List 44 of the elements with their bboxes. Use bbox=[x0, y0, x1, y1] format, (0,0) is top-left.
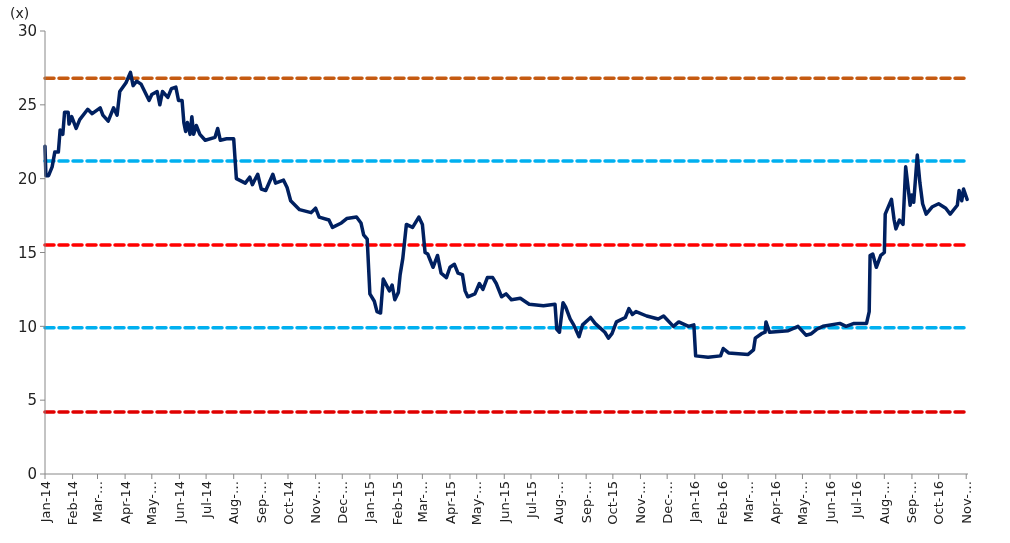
x-tick-label: Jan-14 bbox=[37, 481, 53, 524]
x-tick-label: Nov-… bbox=[958, 481, 974, 524]
x-tick-label: Jun-14 bbox=[171, 481, 187, 524]
x-tick-label: Oct-16 bbox=[931, 481, 947, 525]
x-tick-label: Aug-… bbox=[876, 481, 892, 525]
x-tick-label: Aug-… bbox=[551, 481, 567, 525]
x-tick-label: Sep-… bbox=[904, 481, 920, 524]
x-tick-label: Jan-15 bbox=[362, 481, 378, 524]
x-tick-label: Jun-16 bbox=[822, 481, 838, 524]
y-tick-label: 15 bbox=[17, 243, 37, 262]
x-tick-label: Nov-… bbox=[308, 481, 324, 524]
x-tick-label: Jul-16 bbox=[849, 481, 865, 519]
x-tick-label: Mar-… bbox=[414, 481, 430, 523]
x-tick-label: Apr-14 bbox=[117, 481, 133, 524]
x-tick-label: May-… bbox=[469, 481, 485, 526]
x-tick-label: May-… bbox=[144, 481, 160, 526]
x-tick-label: Oct-14 bbox=[280, 481, 296, 525]
x-tick-label: Jan-16 bbox=[687, 481, 703, 524]
y-tick-label: 0 bbox=[27, 465, 37, 484]
x-tick-label: Dec-… bbox=[659, 481, 675, 524]
y-tick-label: 25 bbox=[17, 96, 37, 115]
x-tick-label: Oct-15 bbox=[605, 481, 621, 525]
y-tick-label: 30 bbox=[17, 22, 37, 41]
x-tick-label: Nov-… bbox=[633, 481, 649, 524]
x-tick-label: Sep-… bbox=[253, 481, 269, 524]
x-tick-label: Apr-15 bbox=[442, 481, 458, 524]
x-tick-label: Mar-… bbox=[740, 481, 756, 523]
x-tick-label: May-… bbox=[795, 481, 810, 526]
x-tick-label: Jul-14 bbox=[198, 481, 214, 519]
x-tick-label: Aug-… bbox=[226, 481, 242, 525]
y-tick-label: 20 bbox=[17, 169, 37, 188]
x-tick-label: Feb-16 bbox=[714, 481, 730, 526]
x-tick-label: Jul-15 bbox=[523, 481, 539, 519]
y-tick-label: 5 bbox=[27, 391, 37, 410]
x-tick-label: Sep-… bbox=[578, 481, 594, 524]
line-series bbox=[43, 70, 969, 360]
x-tick-label: Feb-14 bbox=[65, 481, 81, 526]
x-tick-label: Dec-… bbox=[334, 481, 350, 524]
x-tick-label: Mar-… bbox=[90, 481, 106, 523]
y-tick-label: 10 bbox=[17, 317, 37, 336]
x-tick-label: Apr-16 bbox=[768, 481, 784, 524]
x-tick-label: Feb-15 bbox=[390, 481, 406, 526]
y-axis-title: (x) bbox=[10, 5, 30, 21]
x-tick-label: Jun-15 bbox=[496, 481, 512, 524]
